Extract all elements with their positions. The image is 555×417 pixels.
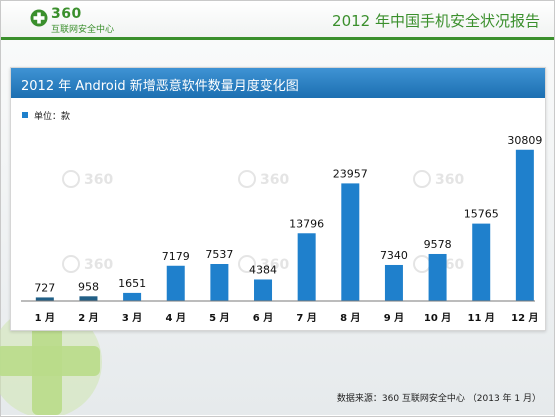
chart-panel: 2012 年 Android 新增恶意软件数量月度变化图 360 360 360 36… <box>10 67 546 331</box>
report-title: 2012 年中国手机安全状况报告 <box>332 12 540 30</box>
svg-text:360: 360 <box>84 172 113 188</box>
logo-number: 360 <box>51 6 82 22</box>
watermark-360: 360 <box>62 255 113 273</box>
logo-subtitle: 互联网安全中心 <box>51 25 115 35</box>
chart-header <box>11 68 545 98</box>
svg-text:360: 360 <box>260 257 289 273</box>
watermark-360: 360 <box>413 170 464 188</box>
data-label-4: 7179 <box>162 250 190 263</box>
x-tick-4: 4 月 <box>166 312 186 324</box>
bar-4 <box>166 265 185 301</box>
x-tick-6: 6 月 <box>253 312 273 324</box>
data-label-11: 15765 <box>464 208 499 221</box>
x-tick-5: 5 月 <box>209 312 229 324</box>
data-source-note: 数据来源：360 互联网安全中心 （2013 年 1 月） <box>336 394 541 404</box>
watermark-360: 360 <box>238 170 289 188</box>
data-label-8: 23957 <box>333 167 368 180</box>
decorative-plus-icon <box>0 306 102 415</box>
svg-text:360: 360 <box>435 172 464 188</box>
bar-11 <box>472 223 491 301</box>
logo-plus-icon <box>30 9 48 27</box>
data-label-2: 958 <box>78 280 99 293</box>
bar-3 <box>123 292 142 301</box>
legend-swatch <box>22 112 28 118</box>
bar-5 <box>210 264 229 301</box>
data-label-10: 9578 <box>424 238 452 251</box>
bar-1 <box>35 297 54 301</box>
x-tick-1: 1 月 <box>35 312 55 324</box>
bar-10 <box>428 253 447 301</box>
x-tick-9: 9 月 <box>384 312 404 324</box>
x-tick-12: 12 月 <box>511 312 538 324</box>
watermark-360: 360 <box>238 255 289 273</box>
data-label-6: 4384 <box>249 263 277 276</box>
data-label-3: 1651 <box>118 277 146 290</box>
bar-6 <box>254 279 273 301</box>
x-tick-3: 3 月 <box>122 312 142 324</box>
data-label-1: 727 <box>34 281 55 294</box>
logo-360: 360 互联网安全中心 <box>30 6 130 37</box>
bar-7 <box>297 233 316 301</box>
svg-text:360: 360 <box>260 172 289 188</box>
x-tick-10: 10 月 <box>424 312 451 324</box>
unit-label: 单位：款 <box>34 110 70 122</box>
bar-8 <box>341 183 360 301</box>
x-tick-8: 8 月 <box>340 312 360 324</box>
data-label-9: 7340 <box>380 249 408 262</box>
data-label-12: 30809 <box>507 134 542 147</box>
data-label-7: 13796 <box>289 217 324 230</box>
bar-12 <box>515 149 534 301</box>
header-rule <box>1 37 554 40</box>
x-tick-11: 11 月 <box>468 312 495 324</box>
chart-title: 2012 年 Android 新增恶意软件数量月度变化图 <box>21 79 299 94</box>
bar-9 <box>384 264 403 301</box>
svg-text:360: 360 <box>84 257 113 273</box>
x-tick-7: 7 月 <box>296 312 316 324</box>
data-label-5: 7537 <box>205 248 233 261</box>
x-tick-2: 2 月 <box>78 312 98 324</box>
header-bar <box>1 1 554 37</box>
watermark-360: 360 <box>62 170 113 188</box>
bar-2 <box>79 296 98 301</box>
